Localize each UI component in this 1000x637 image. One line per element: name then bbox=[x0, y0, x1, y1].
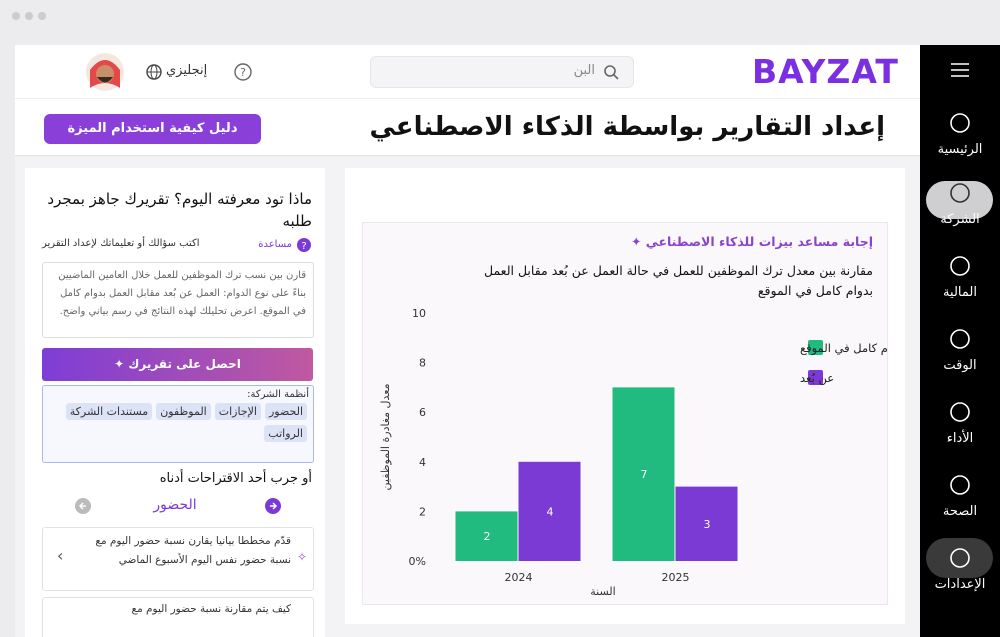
y-axis-label: معدل مغادرة الموظفين bbox=[379, 383, 392, 490]
bar bbox=[455, 511, 518, 561]
suggestions-heading: أو جرب أحد الاقتراحات أدناه bbox=[159, 471, 312, 486]
answer-heading: إجابة مساعد بيزات للذكاء الاصطناعي ✦ bbox=[630, 234, 873, 249]
systems-label: أنظمة الشركة: bbox=[247, 389, 309, 400]
window-dots bbox=[12, 12, 46, 20]
sidebar-icon bbox=[950, 329, 970, 349]
system-tag[interactable]: الحضور bbox=[264, 403, 307, 420]
sidebar-icon bbox=[950, 256, 970, 276]
y-tick-label: 6 bbox=[419, 406, 426, 419]
bar-value-label: 4 bbox=[547, 505, 554, 518]
x-tick-label: 2025 bbox=[662, 571, 690, 584]
bar bbox=[518, 461, 581, 561]
search-placeholder: البن bbox=[573, 63, 595, 78]
suggestion-category: الحضور bbox=[153, 497, 197, 513]
y-tick-label: 4 bbox=[419, 456, 426, 469]
y-tick-label: 8 bbox=[419, 357, 426, 370]
next-arrow[interactable] bbox=[265, 498, 281, 514]
system-tag[interactable]: الإجازات bbox=[214, 403, 261, 420]
legend-label: دوام كامل في الموقع bbox=[800, 341, 888, 356]
sidebar-icon bbox=[950, 475, 970, 495]
answer-heading-text: إجابة مساعد بيزات للذكاء الاصطناعي bbox=[645, 234, 873, 249]
legend-swatch bbox=[808, 370, 823, 385]
sidebar-item[interactable]: الوقت bbox=[943, 358, 977, 373]
language-toggle[interactable]: إنجليزي bbox=[166, 63, 208, 78]
y-tick-label: 10 bbox=[412, 307, 426, 320]
suggestion-text: قدّم مخططا بيانيا يقارن نسبة حضور اليوم … bbox=[95, 535, 291, 566]
system-tag[interactable]: الرواتب bbox=[264, 425, 307, 442]
system-tag[interactable]: مستندات الشركة bbox=[65, 403, 153, 420]
sidebar-icon bbox=[950, 113, 970, 133]
legend-swatch bbox=[808, 340, 823, 355]
sidebar-icon bbox=[950, 402, 970, 422]
avatar[interactable] bbox=[85, 50, 125, 94]
prompt-label: اكتب سؤالك أو تعليماتك لإعداد التقرير bbox=[42, 238, 200, 249]
x-axis-label: السنة bbox=[590, 585, 615, 598]
sidebar-active bbox=[926, 538, 993, 578]
help-link[interactable]: مساعدة bbox=[258, 239, 292, 250]
guide-button[interactable]: دليل كيفية استخدام الميزة bbox=[44, 114, 261, 144]
prev-arrow[interactable] bbox=[75, 498, 91, 514]
sidebar-icon bbox=[950, 183, 970, 203]
logo[interactable]: BAYZAT bbox=[752, 52, 899, 91]
sidebar-item[interactable]: المالية bbox=[943, 285, 977, 300]
prompt-input[interactable]: قارن بين نسب ترك الموظفين للعمل خلال الع… bbox=[42, 262, 314, 338]
search-box[interactable]: البن bbox=[370, 56, 634, 88]
svg-text:?: ? bbox=[301, 241, 306, 252]
bar bbox=[612, 387, 675, 561]
panel-heading: ماذا تود معرفته اليوم؟ تقريرك جاهز بمجرد… bbox=[47, 190, 312, 230]
sidebar-item[interactable]: الإعدادات bbox=[934, 577, 986, 592]
chart-title: مقارنة بين معدل ترك الموظفين للعمل في حا… bbox=[483, 263, 873, 298]
x-tick-label: 2024 bbox=[505, 571, 533, 584]
sidebar-item[interactable]: الرئيسية bbox=[937, 142, 983, 157]
suggestion-card[interactable]: قدّم مخططا بيانيا يقارن نسبة حضور اليوم … bbox=[42, 527, 314, 591]
systems-box: أنظمة الشركة: الحضورالإجازاتالموظفونمستن… bbox=[42, 385, 314, 463]
sidebar-item[interactable]: الصحة bbox=[942, 504, 978, 519]
sidebar-item[interactable]: الشركة bbox=[940, 212, 980, 227]
legend-label: عن بُعد bbox=[800, 371, 834, 386]
bar-value-label: 3 bbox=[704, 518, 711, 531]
system-tag[interactable]: الموظفون bbox=[156, 403, 211, 420]
submit-label: احصل على تقريرك bbox=[128, 357, 241, 371]
sidebar-item[interactable]: الأداء bbox=[946, 431, 974, 446]
sidebar-icon bbox=[950, 548, 970, 568]
chart: 0% 2 4 6 8 10 معدل مغادرة الموظفين السنة 2024 2 4 2… bbox=[379, 307, 888, 598]
divider bbox=[15, 98, 920, 99]
menu-icon[interactable] bbox=[950, 62, 970, 78]
suggestion-text: كيف يتم مقارنة نسبة حضور اليوم مع bbox=[131, 603, 292, 615]
globe-icon bbox=[146, 64, 162, 80]
suggestion-card[interactable]: كيف يتم مقارنة نسبة حضور اليوم مع bbox=[42, 597, 314, 637]
help-icon[interactable]: ? bbox=[233, 62, 253, 82]
help-dot: ? bbox=[297, 238, 311, 252]
systems-tags: الحضورالإجازاتالموظفونمستندات الشركة الرو… bbox=[47, 400, 309, 444]
sidebar-active bbox=[926, 181, 993, 219]
bar-value-label: 7 bbox=[641, 468, 648, 481]
y-tick-label: 0% bbox=[409, 555, 426, 568]
bar bbox=[675, 486, 738, 561]
y-tick-label: 2 bbox=[419, 505, 426, 518]
submit-button[interactable]: احصل على تقريرك ✦ bbox=[42, 348, 313, 381]
search-icon bbox=[604, 65, 619, 80]
bar-value-label: 2 bbox=[484, 530, 491, 543]
svg-text:?: ? bbox=[240, 66, 246, 79]
page-title: إعداد التقارير بواسطة الذكاء الاصطناعي bbox=[369, 112, 886, 142]
